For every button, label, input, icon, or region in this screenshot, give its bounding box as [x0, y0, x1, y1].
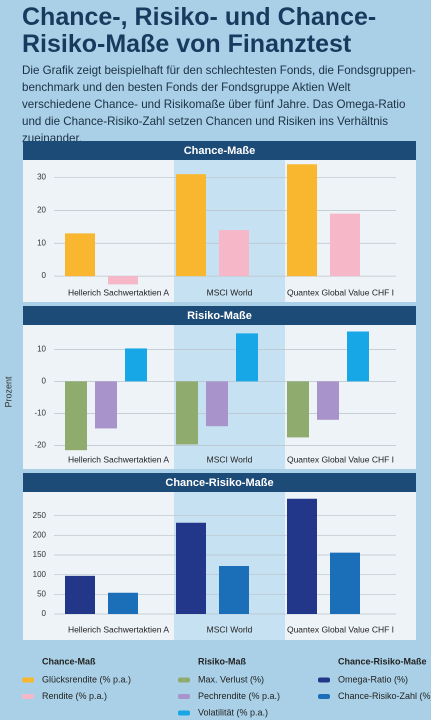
bar — [176, 522, 206, 614]
bar — [330, 552, 360, 614]
panel-title: Chance-Risiko-Maße — [165, 477, 273, 489]
legend-label: Chance-Risiko-Zahl (%) — [338, 691, 431, 701]
panel-title: Chance-Maße — [184, 145, 256, 157]
bar — [108, 276, 138, 285]
bar — [347, 331, 369, 382]
y-tick-label: 0 — [42, 609, 47, 618]
x-tick-label: MSCI World — [207, 287, 253, 297]
x-tick-label: Quantex Global Value CHF I — [287, 287, 394, 297]
y-tick-label: 10 — [37, 345, 46, 354]
legend-label: Omega-Ratio (%) — [338, 674, 408, 684]
bar — [125, 348, 147, 382]
x-tick-label: MSCI World — [207, 454, 253, 464]
legend-title: Risiko-Maß — [198, 656, 247, 666]
x-tick-label: Hellerich Sachwertaktien A — [68, 287, 169, 297]
legend-label: Max. Verlust (%) — [198, 674, 264, 684]
y-tick-label: -10 — [34, 409, 46, 418]
bar — [65, 575, 95, 614]
legend-swatch — [178, 694, 190, 699]
legend-label: Volatilität (% p.a.) — [198, 707, 268, 717]
y-tick-label: 20 — [37, 205, 46, 214]
legend-label: Glücksrendite (% p.a.) — [42, 674, 131, 684]
x-tick-label: Hellerich Sachwertaktien A — [68, 454, 169, 464]
legend-title: Chance-Risiko-Maße — [338, 656, 427, 666]
y-tick-label: 100 — [33, 570, 47, 579]
bar — [206, 381, 228, 427]
bar — [65, 381, 87, 451]
bar — [287, 498, 317, 614]
y-tick-label: 0 — [42, 271, 47, 280]
legend-swatch — [22, 677, 34, 683]
bar — [65, 233, 95, 277]
legend-title: Chance-Maß — [42, 656, 96, 666]
x-tick-label: Quantex Global Value CHF I — [287, 454, 394, 464]
y-tick-label: 10 — [37, 238, 46, 247]
y-tick-label: 50 — [37, 589, 46, 598]
legend-label: Pechrendite (% p.a.) — [198, 691, 280, 701]
bar — [219, 566, 249, 614]
bar — [330, 213, 360, 277]
y-tick-label: 250 — [33, 511, 47, 520]
x-tick-label: MSCI World — [207, 624, 253, 634]
bar — [176, 174, 206, 277]
bar — [176, 381, 198, 445]
panel-title: Risiko-Maße — [187, 310, 252, 322]
legend-swatch — [22, 694, 34, 699]
panel-header — [23, 306, 416, 325]
legend-swatch — [318, 677, 330, 683]
y-axis-label: Prozent — [3, 376, 13, 408]
bar — [236, 333, 258, 382]
bar — [219, 230, 249, 277]
legend-label: Rendite (% p.a.) — [42, 691, 107, 701]
bar — [287, 164, 317, 277]
legend-swatch — [178, 677, 190, 683]
y-tick-label: 30 — [37, 173, 46, 182]
bar — [287, 381, 309, 438]
x-tick-label: Hellerich Sachwertaktien A — [68, 624, 169, 634]
y-tick-label: 0 — [42, 377, 47, 386]
page-title: Chance-, Risiko- und Chance-Risiko-Maße … — [22, 3, 377, 58]
y-tick-label: 150 — [33, 550, 47, 559]
bar — [317, 381, 339, 420]
bar — [95, 381, 117, 429]
legend-swatch — [318, 694, 330, 699]
panel-header — [23, 473, 416, 492]
panel-header — [23, 141, 416, 160]
y-tick-label: -20 — [34, 441, 46, 450]
y-tick-label: 200 — [33, 530, 47, 539]
bar — [108, 592, 138, 614]
x-tick-label: Quantex Global Value CHF I — [287, 624, 394, 634]
legend-swatch — [178, 710, 190, 716]
